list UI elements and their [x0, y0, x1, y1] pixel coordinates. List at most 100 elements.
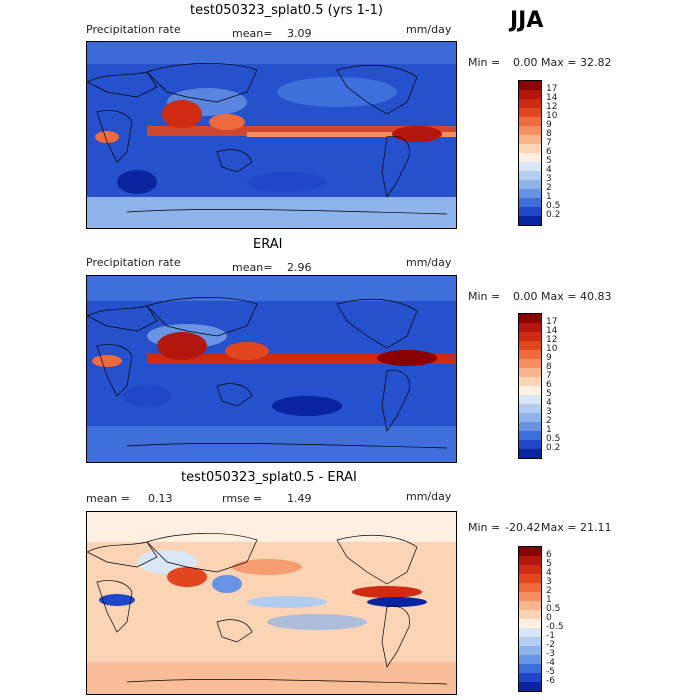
colorbar-segment: [519, 583, 541, 592]
colorbar-segment: [519, 574, 541, 583]
colorbar-segment: [519, 350, 541, 359]
colorbar-segment: [519, 171, 541, 180]
panel2-min-label: Min =: [468, 290, 501, 303]
colorbar-tick-label: 9: [546, 353, 552, 363]
colorbar-segment: [519, 126, 541, 135]
colorbar-segment: [519, 359, 541, 368]
colorbar-tick-label: 0.5: [546, 434, 561, 444]
panel3-title: test050323_splat0.5 - ERAI: [181, 470, 357, 485]
colorbar-tick-label: 4: [546, 398, 552, 408]
panel1-colorbar: [518, 80, 542, 226]
colorbar-segment: [519, 556, 541, 565]
colorbar-tick-label: 0.2: [546, 443, 561, 453]
colorbar-tick-label: 8: [546, 362, 552, 372]
panel1-max-value: 32.82: [580, 56, 612, 69]
panel2-mean-value: 2.96: [287, 261, 312, 274]
colorbar-tick-label: 3: [546, 407, 552, 417]
panel1-min-value: 0.00: [513, 56, 538, 69]
colorbar-tick-label: 3: [546, 174, 552, 184]
colorbar-segment: [519, 440, 541, 449]
colorbar-segment: [519, 332, 541, 341]
colorbar-segment: [519, 565, 541, 574]
panel1-mean-value: 3.09: [287, 27, 312, 40]
panel2-max-label: Max =: [541, 290, 577, 303]
colorbar-tick-label: 0.2: [546, 210, 561, 220]
colorbar-segment: [519, 637, 541, 646]
panel3-min-label: Min =: [468, 521, 501, 534]
panel3-colorbar: [518, 546, 542, 692]
colorbar-segment: [519, 189, 541, 198]
colorbar-segment: [519, 99, 541, 108]
panel3-min-value: -20.42: [505, 521, 541, 534]
panel2-min-value: 0.00: [513, 290, 538, 303]
colorbar-tick-label: 1: [546, 192, 552, 202]
panel1-mean-label: mean=: [232, 27, 273, 40]
colorbar-segment: [519, 601, 541, 610]
colorbar-segment: [519, 368, 541, 377]
panel3-mean-value: 0.13: [148, 492, 173, 505]
colorbar-tick-label: -3: [546, 649, 555, 659]
colorbar-segment: [519, 341, 541, 350]
colorbar-segment: [519, 646, 541, 655]
colorbar-segment: [519, 431, 541, 440]
colorbar-segment: [519, 655, 541, 664]
colorbar-tick-label: -0.5: [546, 622, 564, 632]
colorbar-tick-label: 12: [546, 335, 558, 345]
colorbar-segment: [519, 135, 541, 144]
colorbar-tick-label: 2: [546, 416, 552, 426]
colorbar-segment: [519, 81, 541, 90]
panel1-map: [86, 41, 457, 229]
colorbar-tick-label: -6: [546, 676, 555, 686]
panel1-units: mm/day: [406, 23, 452, 36]
panel2-mean-label: mean=: [232, 261, 273, 274]
colorbar-tick-label: -1: [546, 631, 555, 641]
colorbar-tick-label: 17: [546, 84, 558, 94]
season-label: JJA: [510, 8, 544, 33]
colorbar-segment: [519, 198, 541, 207]
colorbar-tick-label: 0.5: [546, 604, 561, 614]
colorbar-tick-label: 8: [546, 129, 552, 139]
panel1-max-label: Max =: [541, 56, 577, 69]
colorbar-segment: [519, 216, 541, 225]
panel3-units: mm/day: [406, 490, 452, 503]
panel2-max-value: 40.83: [580, 290, 612, 303]
colorbar-segment: [519, 395, 541, 404]
colorbar-segment: [519, 404, 541, 413]
panel3-map: [86, 511, 457, 695]
panel2-colorbar: [518, 313, 542, 459]
panel1-map-graphic: [87, 42, 456, 228]
colorbar-tick-label: 0: [546, 613, 552, 623]
colorbar-tick-label: 5: [546, 559, 552, 569]
panel2-map-graphic: [87, 276, 456, 462]
panel2-field-label: Precipitation rate: [86, 256, 181, 269]
colorbar-tick-label: 1: [546, 595, 552, 605]
colorbar-tick-label: 5: [546, 389, 552, 399]
colorbar-segment: [519, 449, 541, 458]
colorbar-segment: [519, 610, 541, 619]
colorbar-tick-label: 2: [546, 586, 552, 596]
colorbar-tick-label: 1: [546, 425, 552, 435]
colorbar-tick-label: -5: [546, 667, 555, 677]
colorbar-segment: [519, 153, 541, 162]
colorbar-segment: [519, 422, 541, 431]
colorbar-segment: [519, 207, 541, 216]
colorbar-tick-label: 0.5: [546, 201, 561, 211]
colorbar-segment: [519, 90, 541, 99]
colorbar-tick-label: -4: [546, 658, 555, 668]
colorbar-tick-label: -2: [546, 640, 555, 650]
colorbar-segment: [519, 108, 541, 117]
colorbar-segment: [519, 673, 541, 682]
panel2-map: [86, 275, 457, 463]
colorbar-tick-label: 6: [546, 380, 552, 390]
colorbar-segment: [519, 144, 541, 153]
colorbar-segment: [519, 664, 541, 673]
colorbar-segment: [519, 180, 541, 189]
colorbar-tick-label: 6: [546, 550, 552, 560]
panel2-title: ERAI: [253, 237, 283, 252]
panel3-map-graphic: [87, 512, 456, 694]
panel3-mean-label: mean =: [86, 492, 130, 505]
colorbar-segment: [519, 162, 541, 171]
colorbar-tick-label: 14: [546, 93, 558, 103]
colorbar-segment: [519, 619, 541, 628]
colorbar-tick-label: 10: [546, 111, 558, 121]
